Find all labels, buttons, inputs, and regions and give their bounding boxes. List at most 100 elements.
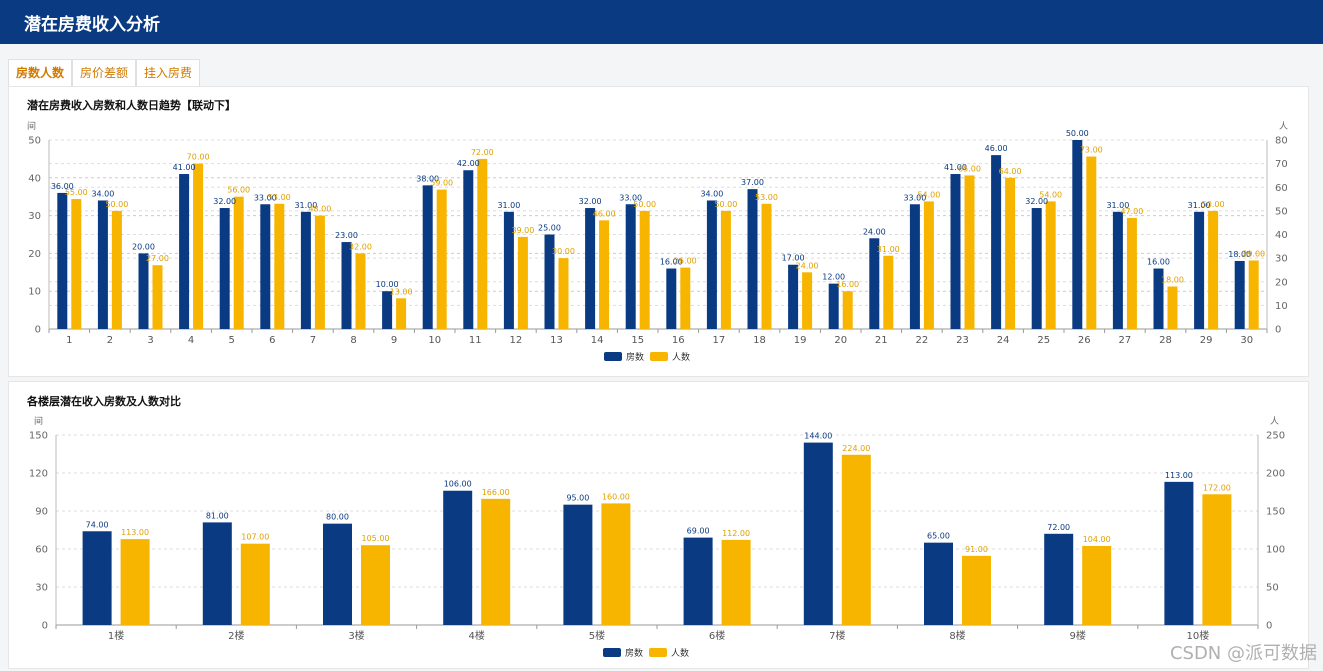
- data-label-rooms: 33.00: [903, 193, 926, 202]
- x-tick-label: 3楼: [348, 629, 364, 642]
- y-tick-right: 150: [1266, 507, 1285, 518]
- x-tick-label: 1楼: [108, 629, 124, 642]
- data-label-people: 64.00: [999, 167, 1022, 176]
- y-tick-right: 40: [1275, 230, 1288, 241]
- data-label-people: 27.00: [146, 254, 169, 263]
- data-label-rooms: 34.00: [91, 189, 114, 198]
- tab-posted-room-fee[interactable]: 挂入房费: [136, 59, 201, 86]
- data-label-rooms: 16.00: [1147, 258, 1170, 267]
- bar-rooms: [869, 238, 880, 329]
- bar-people: [720, 210, 731, 329]
- bar-people: [1082, 545, 1112, 625]
- legend-swatch-people: [650, 352, 668, 361]
- x-tick-label: 11: [469, 335, 482, 346]
- data-label-people: 53.00: [268, 193, 291, 202]
- bar-rooms: [82, 531, 112, 625]
- bar-rooms: [1164, 481, 1194, 625]
- bar-people: [1208, 210, 1219, 329]
- data-label-rooms: 65.00: [927, 532, 950, 541]
- x-tick-label: 28: [1159, 335, 1172, 346]
- data-label-people: 32.00: [349, 242, 372, 251]
- data-label-people: 112.00: [722, 529, 750, 538]
- data-label-people: 54.00: [917, 190, 940, 199]
- y-tick-left: 30: [28, 211, 41, 222]
- bar-people: [436, 189, 447, 329]
- y-tick-right: 50: [1266, 583, 1279, 594]
- bar-people: [314, 215, 325, 329]
- legend-label-rooms: 房数: [625, 647, 643, 659]
- y-tick-left: 90: [35, 507, 48, 518]
- data-label-people: 24.00: [796, 261, 819, 270]
- bar-people: [964, 175, 975, 329]
- x-tick-label: 10: [428, 335, 441, 346]
- x-tick-label: 3: [147, 335, 153, 346]
- bar-people: [396, 298, 407, 329]
- data-label-people: 39.00: [511, 226, 534, 235]
- bar-rooms: [202, 522, 232, 625]
- x-tick-label: 30: [1240, 335, 1253, 346]
- data-label-rooms: 31.00: [1188, 201, 1211, 210]
- bar-rooms: [666, 268, 677, 329]
- bar-rooms: [828, 283, 839, 329]
- y-tick-right: 200: [1266, 469, 1285, 480]
- bar-people: [1045, 201, 1056, 329]
- bar-rooms: [503, 211, 514, 329]
- bar-people: [240, 543, 270, 625]
- x-tick-label: 7楼: [829, 629, 845, 642]
- x-tick-label: 16: [672, 335, 685, 346]
- x-tick-label: 22: [916, 335, 929, 346]
- tab-rooms-people[interactable]: 房数人数: [8, 59, 73, 86]
- x-tick-label: 8楼: [949, 629, 965, 642]
- data-label-people: 172.00: [1203, 483, 1231, 492]
- legend-label-rooms: 房数: [626, 351, 644, 363]
- bar-rooms: [1234, 260, 1245, 329]
- bar-rooms: [991, 155, 1002, 329]
- bar-people: [1202, 494, 1232, 625]
- y-tick-left: 10: [28, 287, 41, 298]
- data-label-rooms: 33.00: [254, 193, 277, 202]
- x-tick-label: 5: [229, 335, 235, 346]
- x-tick-label: 4楼: [469, 629, 485, 642]
- floor-comparison-panel: 各楼层潜在收入房数及人数对比 0 30 60 90 120 150 0 50 100 150 200…: [8, 381, 1309, 669]
- legend-swatch-rooms: [603, 648, 621, 657]
- x-tick-label: 4: [188, 335, 194, 346]
- y-tick-right: 0: [1266, 621, 1272, 632]
- bar-rooms: [57, 192, 68, 329]
- data-label-rooms: 69.00: [687, 527, 710, 536]
- data-label-people: 29.00: [1242, 249, 1265, 258]
- data-label-people: 107.00: [241, 533, 269, 542]
- x-tick-label: 24: [997, 335, 1010, 346]
- data-label-people: 26.00: [674, 257, 697, 266]
- data-label-rooms: 34.00: [700, 189, 723, 198]
- x-tick-label: 9: [391, 335, 397, 346]
- bar-rooms: [585, 208, 596, 329]
- tab-price-difference[interactable]: 房价差额: [72, 59, 137, 86]
- data-label-people: 105.00: [362, 534, 390, 543]
- bar-people: [120, 539, 150, 625]
- data-label-rooms: 32.00: [213, 197, 236, 206]
- data-label-people: 50.00: [1202, 200, 1225, 209]
- bar-people: [1248, 260, 1259, 329]
- x-tick-label: 7: [310, 335, 316, 346]
- x-tick-label: 25: [1037, 335, 1050, 346]
- bar-people: [71, 199, 82, 329]
- x-tick-label: 20: [834, 335, 847, 346]
- bar-people: [761, 203, 772, 329]
- bar-rooms: [382, 291, 393, 329]
- bar-people: [1005, 177, 1016, 329]
- bar-rooms: [97, 200, 108, 329]
- floor-comparison-title: 各楼层潜在收入房数及人数对比: [27, 395, 181, 408]
- data-label-people: 72.00: [471, 148, 494, 157]
- bar-people: [1126, 217, 1137, 329]
- x-tick-label: 26: [1078, 335, 1091, 346]
- bar-people: [233, 196, 244, 329]
- data-label-people: 91.00: [965, 545, 988, 554]
- data-label-people: 56.00: [227, 186, 250, 195]
- y-tick-left: 0: [42, 621, 48, 632]
- y-tick-left: 40: [28, 173, 41, 184]
- data-label-rooms: 23.00: [335, 231, 358, 240]
- y-tick-right: 30: [1275, 254, 1288, 265]
- bar-people: [274, 203, 285, 329]
- bar-rooms: [747, 189, 758, 329]
- bar-people: [883, 255, 894, 329]
